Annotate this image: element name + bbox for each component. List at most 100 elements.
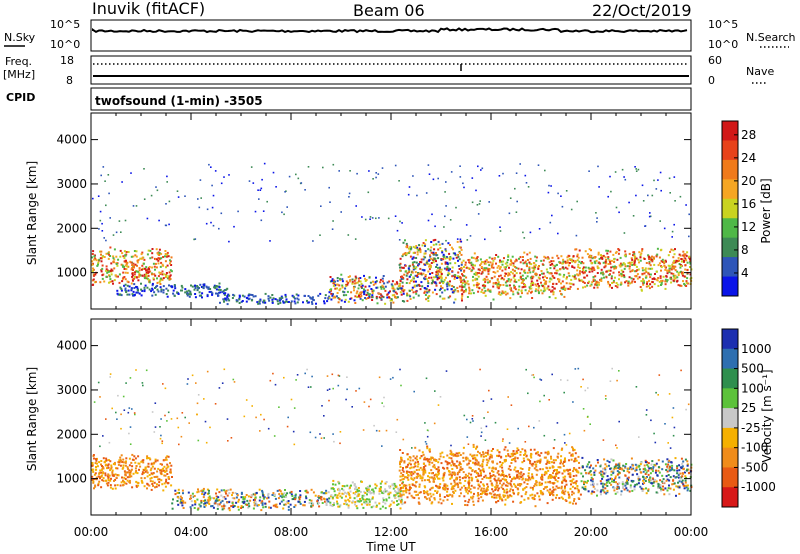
echo-cell xyxy=(411,483,414,486)
echo-cell xyxy=(421,268,424,271)
echo-cell xyxy=(492,470,495,473)
echo-cell xyxy=(549,277,552,280)
echo-cell xyxy=(577,491,580,494)
echo-cell xyxy=(674,457,677,460)
echo-cell xyxy=(498,275,500,278)
echo-cell xyxy=(616,464,619,467)
echo-cell xyxy=(428,263,431,266)
echo-cell xyxy=(433,476,436,479)
echo-cell xyxy=(363,274,365,277)
echo-cell xyxy=(345,503,348,506)
echo-cell xyxy=(181,489,184,492)
echo-cell xyxy=(509,297,512,300)
echo-cell xyxy=(279,495,282,498)
echo-cell xyxy=(161,278,164,281)
echo-cell xyxy=(390,283,393,286)
echo-cell xyxy=(484,262,487,265)
echo-cell xyxy=(285,500,288,503)
echo-cell xyxy=(196,286,199,289)
echo-cell xyxy=(146,270,149,273)
echo-cell xyxy=(272,492,275,495)
echo-cell xyxy=(530,291,532,294)
echo-cell xyxy=(520,278,523,281)
echo-cell xyxy=(153,265,156,268)
echo-cell xyxy=(106,271,109,274)
echo-cell xyxy=(636,483,639,486)
y-tick-label: 1000 xyxy=(56,266,87,280)
echo-cell xyxy=(154,268,156,271)
echo-cell xyxy=(345,495,347,498)
echo-cell xyxy=(374,282,377,285)
echo-cell xyxy=(149,270,152,273)
echo-cell xyxy=(125,471,128,474)
echo-cell xyxy=(342,489,345,492)
echo-cell xyxy=(668,468,671,471)
echo-cell xyxy=(404,476,407,479)
echo-cell xyxy=(477,268,480,271)
echo-cell xyxy=(324,294,327,297)
echo-cell xyxy=(112,474,115,477)
echo-cell xyxy=(282,507,285,510)
echo-cell xyxy=(323,497,325,500)
echo-cell xyxy=(123,267,126,270)
echo-cell xyxy=(618,264,621,267)
nsky-bottom-tick: 10^0 xyxy=(50,38,80,51)
echo-cell xyxy=(607,256,610,258)
echo-cell xyxy=(471,269,474,272)
echo-cell xyxy=(398,282,401,285)
echo-cell xyxy=(196,498,199,501)
echo-cell xyxy=(244,496,247,498)
echo-cell xyxy=(571,260,574,263)
echo-cell xyxy=(122,255,125,258)
echo-cell xyxy=(560,448,563,451)
echo-cell xyxy=(131,458,134,461)
echo-cell xyxy=(261,503,264,506)
echo-cell xyxy=(320,498,323,501)
echo-cell xyxy=(484,260,487,263)
echo-cell xyxy=(477,472,480,475)
echo-cell xyxy=(532,269,535,272)
echo-cell xyxy=(208,498,211,501)
echo-cell xyxy=(474,271,477,274)
echo-cell xyxy=(446,282,449,284)
echo-cell xyxy=(480,487,483,490)
echo-cell xyxy=(647,469,650,472)
echo-cell xyxy=(484,294,487,297)
echo-cell xyxy=(671,468,674,471)
echo-cell xyxy=(504,446,507,449)
echo-cell xyxy=(365,297,368,300)
echo-cell xyxy=(179,495,182,498)
echo-cell xyxy=(392,484,394,487)
echo-cell xyxy=(593,279,596,282)
echo-cell xyxy=(667,264,670,267)
echo-cell xyxy=(258,302,261,305)
echo-cell xyxy=(422,453,425,456)
echo-cell xyxy=(176,491,179,494)
echo-cell xyxy=(613,487,616,489)
echo-cell xyxy=(94,280,97,283)
echo-cell xyxy=(370,506,373,509)
echo-cell xyxy=(206,286,209,289)
echo-cell xyxy=(144,470,147,473)
echo-cell xyxy=(649,212,651,214)
echo-cell xyxy=(606,475,609,478)
echo-cell xyxy=(284,191,286,193)
echo-cell xyxy=(559,462,562,465)
echo-cell xyxy=(330,288,333,291)
echo-cell xyxy=(479,469,482,472)
echo-cell xyxy=(119,286,122,289)
echo-cell xyxy=(110,466,113,469)
echo-cell xyxy=(528,286,531,289)
echo-cell xyxy=(561,472,564,475)
echo-cell xyxy=(399,262,402,265)
echo-cell xyxy=(487,459,490,462)
echo-cell xyxy=(476,445,479,448)
echo-cell xyxy=(597,461,599,464)
echo-cell xyxy=(407,474,410,477)
echo-cell xyxy=(415,257,418,259)
nave-label: Nave xyxy=(746,65,774,78)
echo-cell xyxy=(642,482,644,485)
echo-cell xyxy=(544,481,547,484)
echo-cell xyxy=(468,286,471,289)
echo-cell xyxy=(538,265,540,267)
